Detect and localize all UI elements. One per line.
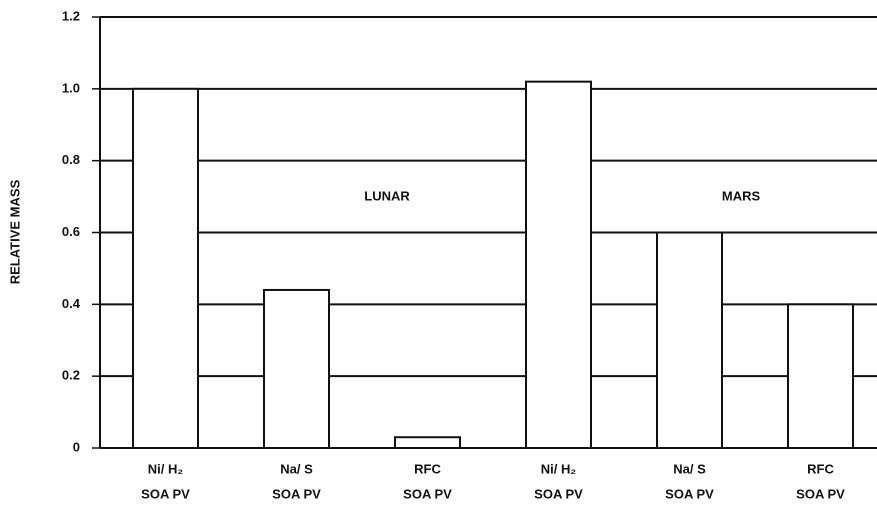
x-tick-label: SOA PV [665, 486, 714, 501]
bar [394, 436, 461, 450]
x-tick-label: Na/ S [673, 461, 706, 476]
x-tick-label: Na/ S [280, 461, 313, 476]
bars: Ni/ H₂ SOA PV Na/ S SOA PV RFC SOA PV Ni/ H₂ SO… [132, 80, 854, 501]
y-tick-label: 0.8 [62, 152, 80, 167]
y-tick-label: 0.4 [62, 296, 81, 311]
y-tick-label: 1.2 [62, 8, 80, 23]
x-tick-label: SOA PV [272, 486, 321, 501]
annotation: LUNAR [364, 188, 410, 203]
bar [787, 303, 854, 450]
x-tick-label: Ni/ H₂ [541, 461, 577, 476]
y-tick-label: 0.2 [62, 368, 80, 383]
bar [132, 87, 199, 449]
x-tick-label: SOA PV [141, 486, 190, 501]
y-axis-label: RELATIVE MASS [7, 179, 22, 284]
x-tick-label: SOA PV [534, 486, 583, 501]
y-tick-label: 1.0 [62, 80, 80, 95]
y-tick-label: 0.6 [62, 224, 80, 239]
annotation: MARS [722, 188, 761, 203]
x-tick-label: SOA PV [403, 486, 452, 501]
x-tick-label: RFC [807, 461, 834, 476]
bar [525, 80, 592, 450]
x-tick-label: SOA PV [796, 486, 845, 501]
y-tick-label: 0 [73, 439, 80, 454]
grid: 0 0.2 0.4 0.6 0.8 1.0 1.2 [62, 8, 877, 454]
bar [263, 288, 330, 450]
x-tick-label: RFC [414, 461, 441, 476]
x-tick-label: Ni/ H₂ [148, 461, 184, 476]
bar [656, 231, 723, 449]
